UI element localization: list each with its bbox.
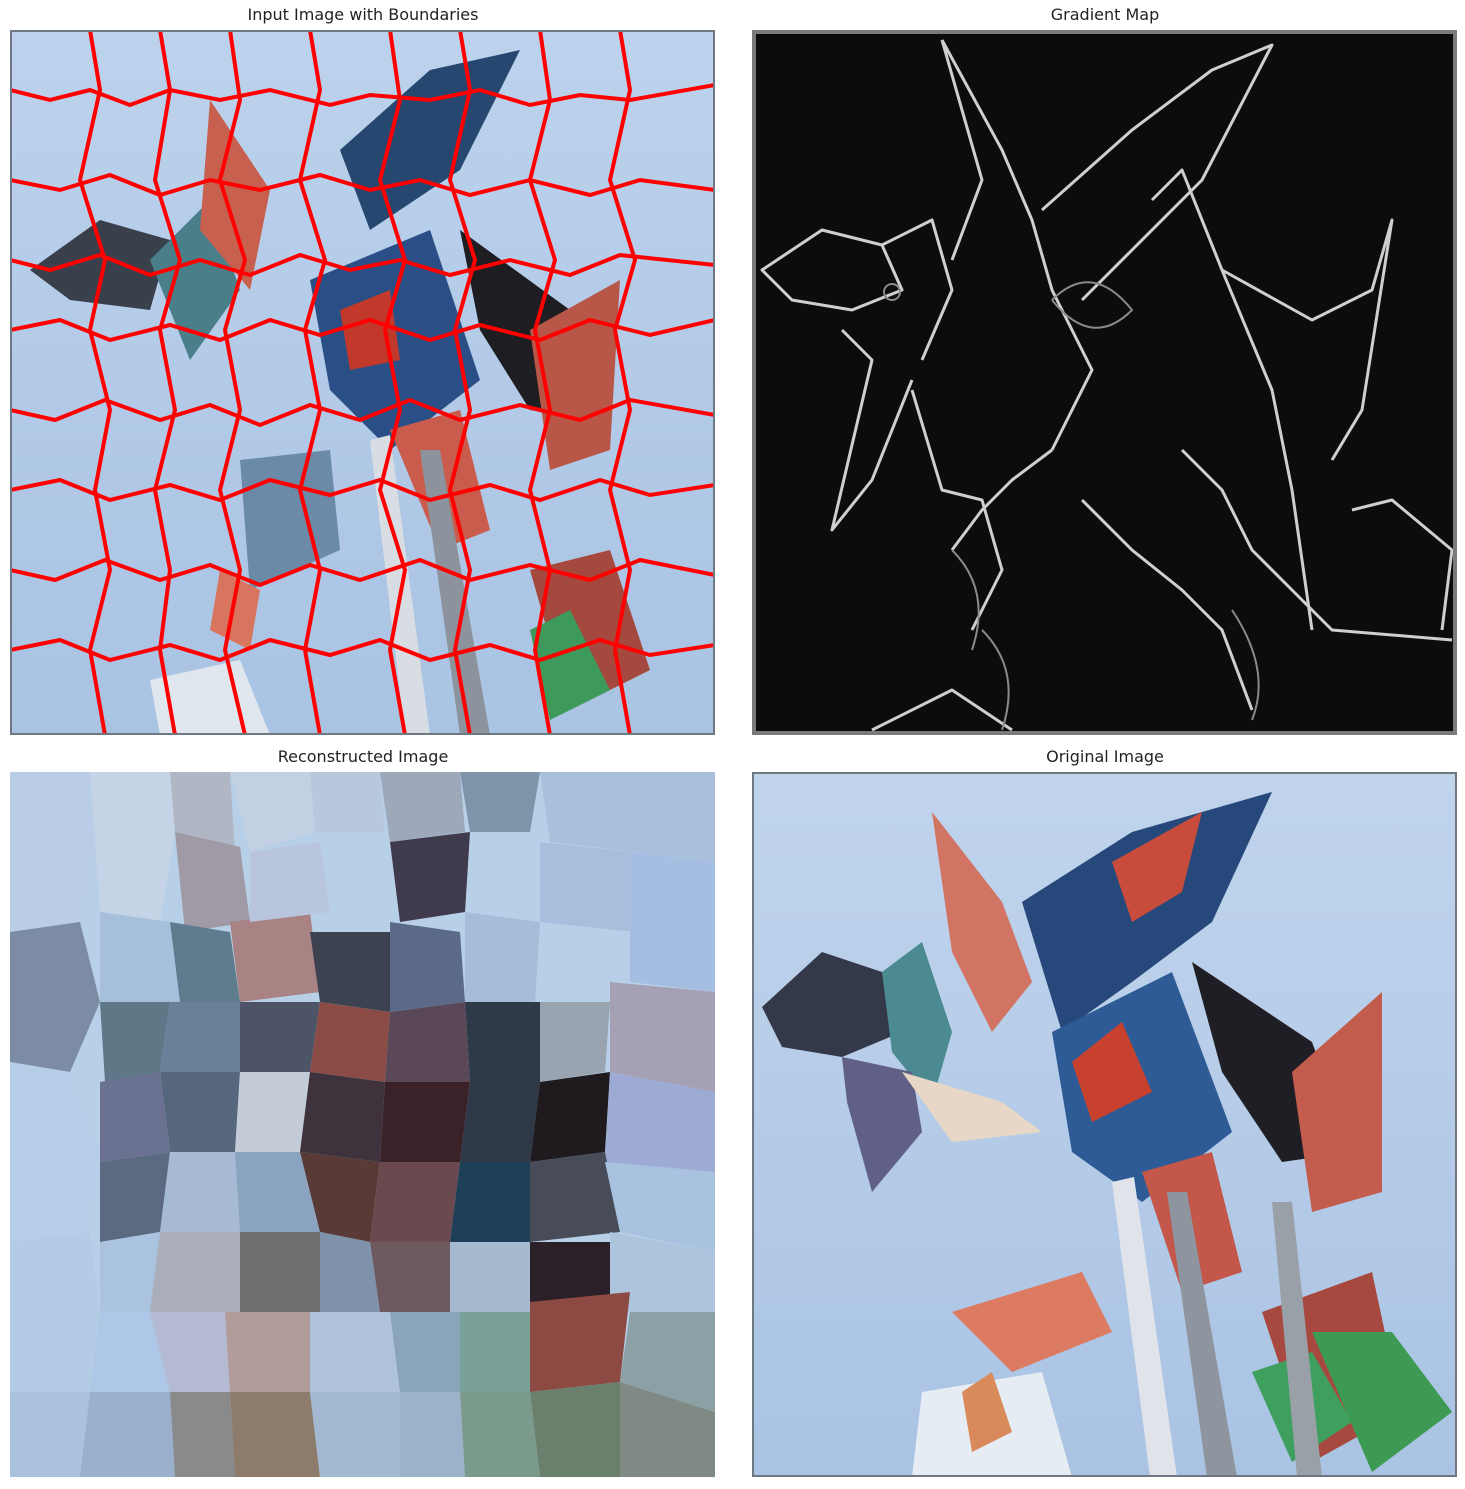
reconstructed-image <box>10 772 715 1477</box>
panel-input-boundaries: Input Image with Boundaries <box>10 0 716 740</box>
panel-title: Reconstructed Image <box>277 747 449 766</box>
panel-title: Gradient Map <box>1050 5 1160 24</box>
gradient-map-image <box>752 30 1457 735</box>
original-image <box>752 772 1457 1477</box>
panel-title: Input Image with Boundaries <box>247 5 479 24</box>
input-image-with-boundaries <box>10 30 715 735</box>
panel-gradient-map: Gradient Map <box>752 0 1458 740</box>
panel-title: Original Image <box>1046 747 1164 766</box>
panel-original: Original Image <box>752 742 1458 1482</box>
panel-reconstructed: Reconstructed Image <box>10 742 716 1482</box>
